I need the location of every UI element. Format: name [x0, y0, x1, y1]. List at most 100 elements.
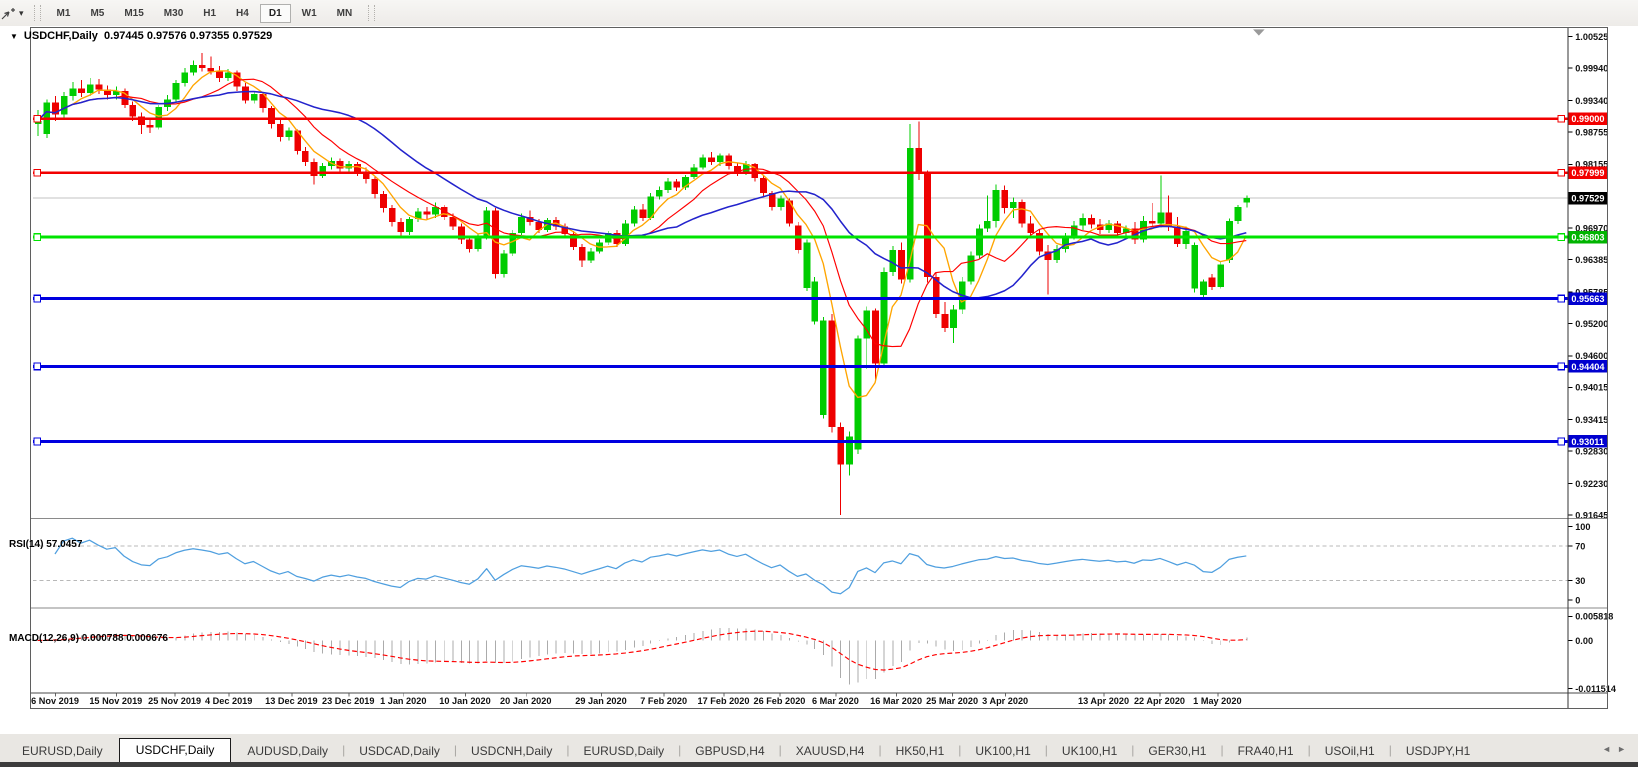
tab-scroll-right-icon[interactable]: ► — [1617, 744, 1632, 754]
timeframe-buttons: M1 M5 M15 M30 H1 H4 D1 W1 MN — [47, 3, 363, 23]
svg-text:22 Apr 2020: 22 Apr 2020 — [1134, 696, 1185, 706]
symbol-tab-eurusd-daily[interactable]: EURUSD,Daily — [22, 744, 103, 758]
symbol-tab-usdcad-daily[interactable]: USDCAD,Daily — [359, 744, 440, 758]
chart-shift-marker-icon[interactable] — [1253, 29, 1265, 36]
timeframe-button-w1[interactable]: W1 — [301, 7, 317, 19]
svg-text:0.97999: 0.97999 — [1571, 168, 1604, 178]
svg-text:0.91645: 0.91645 — [1575, 510, 1608, 520]
macd-panel: 0.005818 0.00 -0.011514 — [37, 612, 1617, 694]
svg-text:10 Jan 2020: 10 Jan 2020 — [439, 696, 490, 706]
symbol-tab-eurusd-daily[interactable]: EURUSD,Daily — [583, 744, 665, 758]
crosshair-tool-icon[interactable] — [0, 4, 19, 22]
chart-window: 1.00525 0.99940 0.99340 0.98755 0.98155 0.969… — [0, 26, 1638, 734]
svg-text:0.92230: 0.92230 — [1575, 479, 1608, 489]
symbol-tab-gbpusd-h4[interactable]: GBPUSD,H4 — [695, 744, 765, 758]
svg-text:0.95200: 0.95200 — [1575, 319, 1608, 329]
line-handle[interactable] — [33, 114, 42, 123]
timeframe-button-d1[interactable]: D1 — [259, 3, 291, 23]
svg-text:0.97529: 0.97529 — [1571, 193, 1604, 203]
chart-title-bar: ▼ USDCHF,Daily 0.97445 0.97576 0.97355 0.… — [10, 30, 272, 42]
timeframe-button-mn[interactable]: MN — [336, 7, 353, 19]
tab-divider: | — [778, 742, 782, 757]
line-handle[interactable] — [33, 437, 42, 446]
svg-text:70: 70 — [1575, 541, 1585, 551]
chart-collapse-icon[interactable]: ▼ — [10, 32, 18, 41]
svg-text:0.96385: 0.96385 — [1575, 255, 1608, 265]
symbol-tab-uk100-h1[interactable]: UK100,H1 — [1061, 744, 1118, 758]
svg-text:0.99940: 0.99940 — [1575, 64, 1608, 74]
price-axis: 1.00525 0.99940 0.99340 0.98755 0.98155 0.969… — [1567, 32, 1608, 520]
timeframe-button-m5[interactable]: M5 — [90, 7, 105, 19]
svg-text:-0.011514: -0.011514 — [1575, 684, 1617, 694]
tab-divider: | — [1388, 742, 1392, 757]
symbol-tab-usoil-h1[interactable]: USOil,H1 — [1324, 744, 1375, 758]
timeframe-button-m1[interactable]: M1 — [56, 7, 71, 19]
chart-canvas[interactable]: 1.00525 0.99940 0.99340 0.98755 0.98155 0.969… — [0, 26, 1638, 734]
symbol-tab-audusd-daily[interactable]: AUDUSD,Daily — [247, 744, 329, 758]
svg-text:26 Feb 2020: 26 Feb 2020 — [753, 696, 805, 706]
tab-divider: | — [1307, 742, 1311, 757]
svg-text:0.94015: 0.94015 — [1575, 383, 1608, 393]
svg-text:20 Jan 2020: 20 Jan 2020 — [500, 696, 551, 706]
svg-text:100: 100 — [1575, 522, 1590, 532]
svg-text:0.96970: 0.96970 — [1575, 224, 1608, 234]
timeframe-button-m15[interactable]: M15 — [124, 7, 144, 19]
symbol-tab-hk50-h1[interactable]: HK50,H1 — [895, 744, 945, 758]
line-handle[interactable] — [1557, 362, 1566, 371]
tab-divider: | — [1131, 742, 1135, 757]
timeframe-button-m30[interactable]: M30 — [163, 7, 184, 19]
timeframe-button-h1[interactable]: H1 — [203, 7, 217, 19]
horizontal-level-lines[interactable] — [32, 114, 1568, 446]
tab-divider: | — [678, 742, 682, 757]
crosshair-glyph — [1, 8, 15, 20]
svg-text:0.00: 0.00 — [1575, 636, 1593, 646]
tab-divider: | — [1220, 742, 1224, 757]
line-handle[interactable] — [33, 362, 42, 371]
svg-text:1.00525: 1.00525 — [1575, 32, 1608, 42]
line-handle[interactable] — [33, 233, 42, 242]
tool-dropdown-arrow-icon[interactable]: ▾ — [19, 7, 24, 18]
line-handle[interactable] — [1557, 437, 1566, 446]
svg-text:13 Apr 2020: 13 Apr 2020 — [1078, 696, 1129, 706]
rsi-line — [54, 537, 1247, 595]
line-handle[interactable] — [33, 294, 42, 303]
line-handle[interactable] — [33, 168, 42, 177]
line-handle[interactable] — [1557, 114, 1566, 123]
svg-text:1 May 2020: 1 May 2020 — [1193, 696, 1241, 706]
svg-text:0.005818: 0.005818 — [1575, 612, 1613, 622]
svg-text:7 Feb 2020: 7 Feb 2020 — [640, 696, 687, 706]
svg-text:0.93011: 0.93011 — [1571, 437, 1604, 447]
svg-text:0.92830: 0.92830 — [1575, 447, 1608, 457]
timeframe-button-h4[interactable]: H4 — [236, 7, 249, 19]
line-handle[interactable] — [1557, 294, 1566, 303]
svg-text:0.94600: 0.94600 — [1575, 351, 1608, 361]
tab-divider: | — [566, 742, 570, 757]
tab-scroll-arrows: ◄► — [1602, 744, 1632, 754]
svg-text:3 Apr 2020: 3 Apr 2020 — [982, 696, 1028, 706]
tab-divider: | — [342, 742, 346, 757]
tab-scroll-left-icon[interactable]: ◄ — [1602, 744, 1618, 754]
line-handle[interactable] — [1557, 233, 1566, 242]
chart-tabs: EURUSD,Daily USDCHF,Daily AUDUSD,Daily | USD… — [8, 738, 1598, 764]
svg-text:16 Mar 2020: 16 Mar 2020 — [870, 696, 922, 706]
svg-text:6 Nov 2019: 6 Nov 2019 — [31, 696, 79, 706]
symbol-tab-usdjpy-h1[interactable]: USDJPY,H1 — [1405, 744, 1471, 758]
svg-text:0.98155: 0.98155 — [1575, 160, 1608, 170]
symbol-tab-usdchf-daily[interactable]: USDCHF,Daily — [118, 738, 232, 764]
symbol-tab-usdcnh-daily[interactable]: USDCNH,Daily — [471, 744, 553, 758]
svg-text:0.95663: 0.95663 — [1571, 294, 1604, 304]
symbol-tab-fra40-h1[interactable]: FRA40,H1 — [1237, 744, 1294, 758]
timeframe-toolbar: ▾ M1 M5 M15 M30 H1 H4 D1 W1 MN — [0, 0, 1638, 27]
svg-text:0.99000: 0.99000 — [1571, 114, 1604, 124]
symbol-tab-ger30-h1[interactable]: GER30,H1 — [1148, 744, 1207, 758]
symbol-tab-uk100-h1[interactable]: UK100,H1 — [975, 744, 1031, 758]
svg-text:13 Dec 2019: 13 Dec 2019 — [265, 696, 317, 706]
svg-text:29 Jan 2020: 29 Jan 2020 — [575, 696, 626, 706]
line-handle[interactable] — [1557, 168, 1566, 177]
tab-divider: | — [453, 742, 457, 757]
panel-frames — [29, 26, 1609, 709]
macd-signal-line — [37, 630, 1247, 671]
toolbar-grip — [33, 5, 41, 21]
symbol-tab-xauusd-h4[interactable]: XAUUSD,H4 — [795, 744, 865, 758]
svg-text:0.96803: 0.96803 — [1571, 233, 1604, 243]
